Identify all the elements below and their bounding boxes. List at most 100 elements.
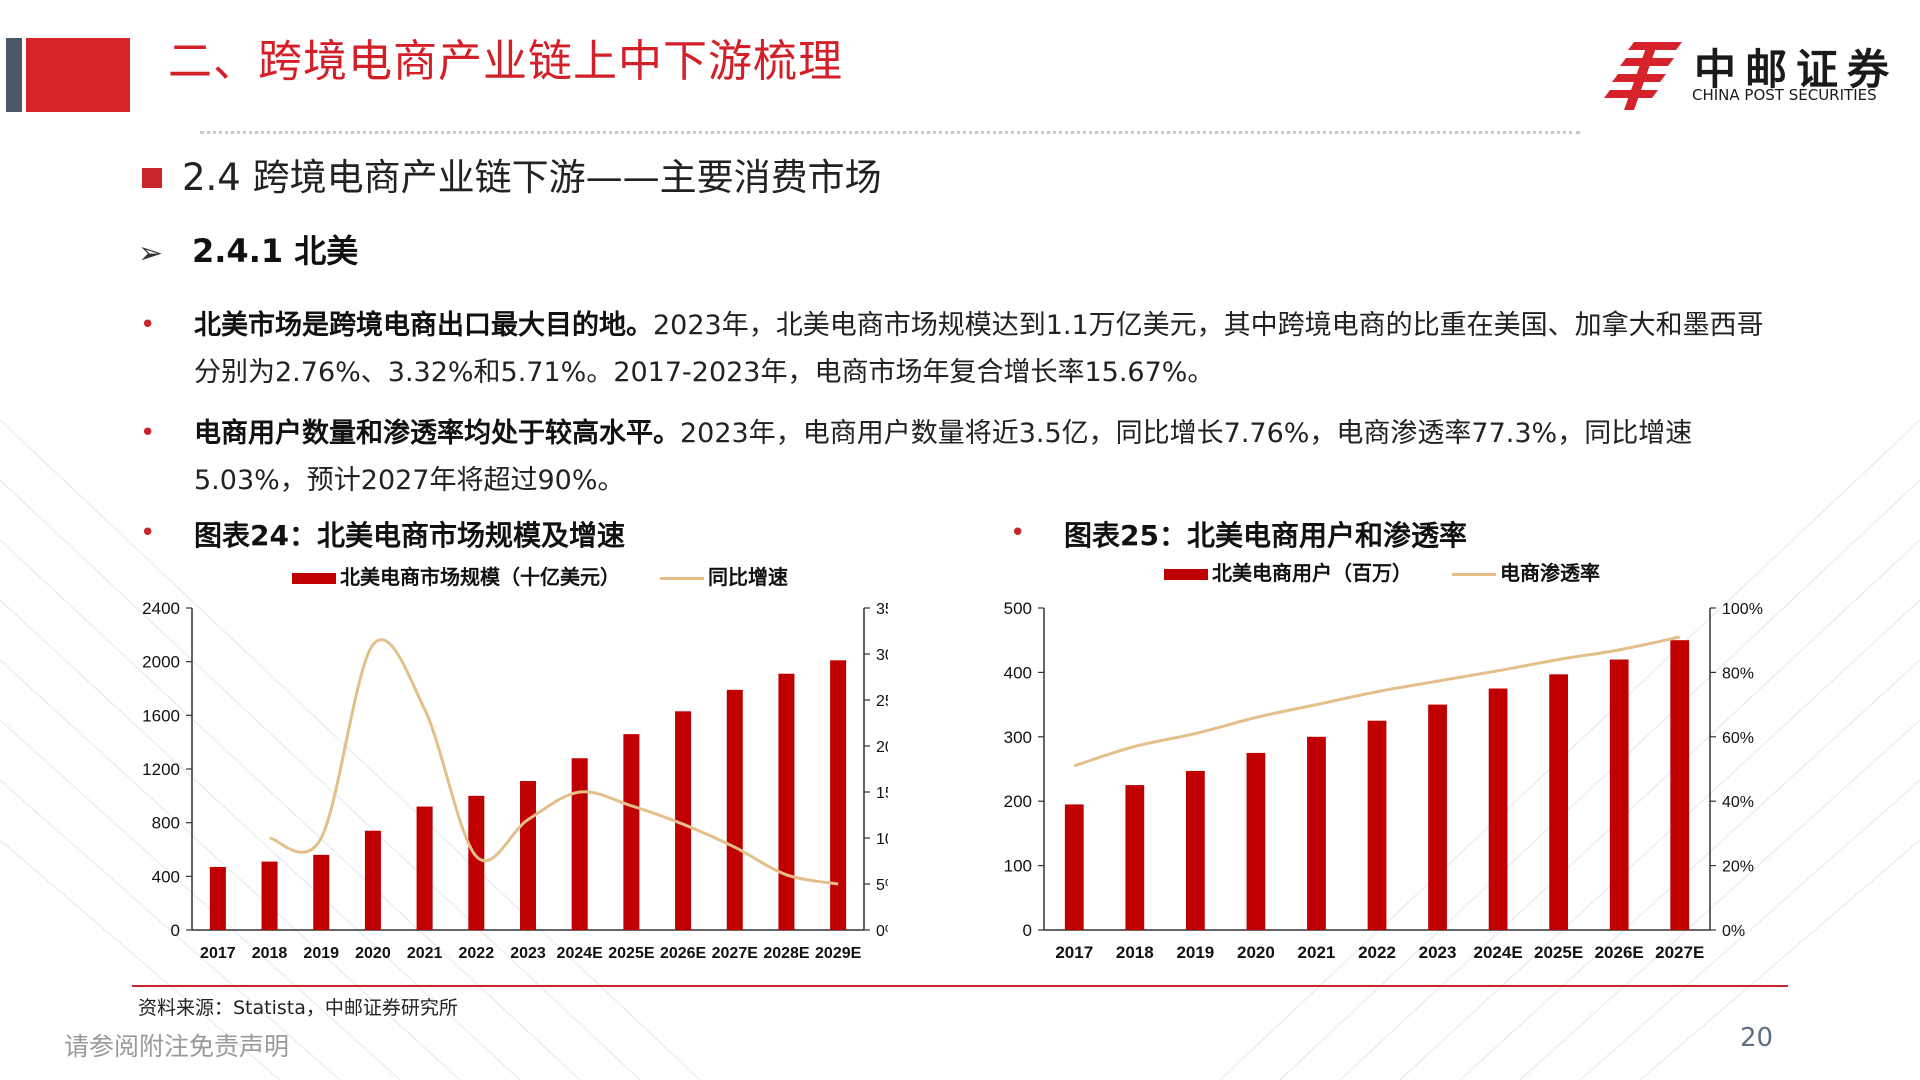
bar: [1488, 688, 1508, 930]
bar: [519, 781, 537, 930]
x-tick-label: 2029E: [815, 945, 862, 962]
y-left-tick-label: 2400: [142, 599, 180, 618]
bar: [726, 689, 743, 930]
x-tick-label: 2018: [1116, 943, 1154, 962]
legend-bar-swatch: [292, 573, 336, 584]
paragraph-market-size: 北美市场是跨境电商出口最大目的地。2023年，北美电商市场规模达到1.1万亿美元…: [194, 302, 1784, 396]
chart-left-legend: 北美电商市场规模（十亿美元） 同比增速: [292, 564, 788, 590]
chart-right-caption: 图表25：北美电商用户和渗透率: [1064, 519, 1467, 552]
section-marker-icon: [142, 168, 162, 188]
bar: [364, 830, 381, 930]
legend-line-swatch: [1452, 573, 1496, 576]
bar: [1125, 785, 1145, 930]
y-left-tick-label: 1600: [142, 706, 180, 725]
bar: [1185, 770, 1205, 930]
legend-bar-label: 北美电商用户（百万）: [1212, 561, 1412, 585]
bullet-icon: •: [140, 418, 156, 448]
x-tick-label: 2023: [1419, 943, 1457, 962]
y-right-tick-label: 0%: [876, 923, 888, 940]
legend-bar-swatch: [1164, 569, 1208, 580]
logo-chinese-name: 中邮证券: [1694, 45, 1899, 94]
bullet-icon: •: [140, 518, 156, 548]
y-right-tick-label: 35%: [876, 601, 888, 618]
paragraph-users: 电商用户数量和渗透率均处于较高水平。2023年，电商用户数量将近3.5亿，同比增…: [194, 410, 1784, 504]
y-right-tick-label: 20%: [876, 739, 888, 756]
bar: [778, 673, 795, 930]
legend-bar-label: 北美电商市场规模（十亿美元）: [340, 565, 620, 589]
legend-line-label: 同比增速: [708, 565, 788, 589]
bar: [261, 861, 278, 930]
chart-left-caption: 图表24：北美电商市场规模及增速: [194, 519, 625, 552]
paragraph-users-lead: 电商用户数量和渗透率均处于较高水平。: [194, 418, 680, 449]
x-tick-label: 2021: [1298, 943, 1336, 962]
x-tick-label: 2027E: [1655, 943, 1704, 962]
x-tick-label: 2022: [459, 945, 495, 962]
x-tick-label: 2028E: [763, 945, 810, 962]
header-accent-red: [26, 38, 130, 112]
y-right-tick-label: 10%: [876, 831, 888, 848]
y-left-tick-label: 300: [1004, 728, 1032, 747]
y-right-tick-label: 60%: [1722, 730, 1754, 747]
logo-english-name: CHINA POST SECURITIES: [1692, 86, 1877, 104]
chart-right-legend: 北美电商用户（百万） 电商渗透率: [1164, 560, 1600, 586]
x-tick-label: 2026E: [660, 945, 707, 962]
x-tick-label: 2024E: [557, 945, 604, 962]
y-left-tick-label: 500: [1004, 599, 1032, 618]
x-tick-label: 2024E: [1474, 943, 1523, 962]
bar: [313, 854, 330, 930]
y-left-tick-label: 400: [152, 867, 180, 886]
page-number: 20: [1740, 1023, 1774, 1053]
bar: [830, 660, 847, 930]
bullet-icon: •: [1010, 518, 1026, 548]
y-right-tick-label: 0%: [1722, 923, 1745, 940]
bar: [571, 758, 588, 930]
x-tick-label: 2026E: [1595, 943, 1644, 962]
y-right-tick-label: 20%: [1722, 859, 1754, 876]
source-note: 资料来源：Statista，中邮证券研究所: [138, 997, 458, 1019]
bar: [1246, 752, 1266, 930]
bar: [1064, 804, 1084, 930]
x-tick-label: 2023: [510, 945, 546, 962]
bar: [209, 866, 226, 930]
bar: [1670, 640, 1690, 930]
legend-line-label: 电商渗透率: [1500, 561, 1600, 585]
y-right-tick-label: 40%: [1722, 794, 1754, 811]
y-left-tick-label: 2000: [142, 653, 180, 672]
x-tick-label: 2020: [355, 945, 391, 962]
paragraph-users-body: 2023年，电商用户数量将近3.5亿，同比增长7.76%，电商渗透率77.3%，…: [194, 418, 1693, 496]
paragraph-market-size-lead: 北美市场是跨境电商出口最大目的地。: [194, 310, 653, 341]
bar: [1428, 704, 1447, 930]
company-logo: 中邮证券 CHINA POST SECURITIES: [1604, 36, 1904, 112]
bar: [623, 734, 640, 930]
page-title: 二、跨境电商产业链上中下游梳理: [168, 36, 843, 87]
y-right-tick-label: 5%: [876, 877, 888, 894]
x-tick-label: 2021: [407, 945, 443, 962]
bar: [1549, 674, 1569, 930]
y-right-tick-label: 30%: [876, 647, 888, 664]
bullet-icon: •: [140, 310, 156, 340]
x-tick-label: 2025E: [608, 945, 655, 962]
y-right-tick-label: 80%: [1722, 665, 1754, 682]
y-left-tick-label: 0: [171, 921, 180, 940]
y-left-tick-label: 100: [1004, 857, 1032, 876]
chart-left-market-size: 0 400 800 1200 1600 2000 2400 0% 5% 10% 15% 20% 25% 3…: [142, 599, 888, 962]
x-tick-label: 2019: [1176, 943, 1214, 962]
paragraph-market-size-body: 2023年，北美电商市场规模达到1.1万亿美元，其中跨境电商的比重在美国、加拿大…: [194, 310, 1764, 388]
footer-divider: [132, 985, 1788, 987]
y-left-tick-label: 0: [1023, 921, 1032, 940]
y-right-tick-label: 15%: [876, 785, 888, 802]
disclaimer-link[interactable]: 请参阅附注免责声明: [64, 1032, 290, 1061]
y-left-tick-label: 1200: [142, 760, 180, 779]
bar: [1367, 720, 1387, 930]
y-right-tick-label: 100%: [1722, 601, 1763, 618]
y-left-tick-label: 800: [152, 814, 180, 833]
header-divider: [200, 131, 1580, 134]
x-tick-label: 2019: [303, 945, 339, 962]
series-line: [1073, 635, 1681, 768]
x-tick-label: 2018: [252, 945, 288, 962]
x-tick-label: 2020: [1237, 943, 1275, 962]
x-tick-label: 2025E: [1534, 943, 1583, 962]
x-tick-label: 2022: [1358, 943, 1396, 962]
legend-line-swatch: [660, 577, 704, 580]
